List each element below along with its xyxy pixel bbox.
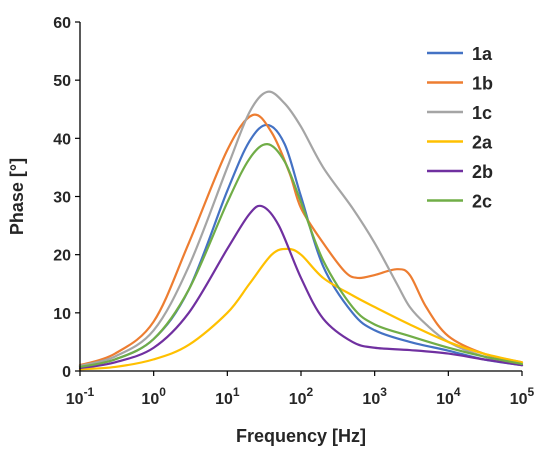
y-axis-title: Phase [°] [7, 158, 27, 235]
x-tick-label: 102 [289, 385, 314, 408]
legend-label-2a: 2a [472, 133, 493, 153]
legend-label-1b: 1b [472, 74, 493, 94]
y-tick-labels: 0 10 20 30 40 50 60 [53, 15, 80, 381]
legend-label-1c: 1c [472, 103, 492, 123]
series-layer [78, 90, 524, 371]
y-tick-label: 0 [62, 364, 71, 381]
series-line-1b [78, 113, 524, 367]
x-tick-label: 101 [215, 385, 240, 408]
legend: 1a 1b 1c 2a 2b 2c [427, 44, 493, 212]
x-tick-label: 103 [362, 385, 387, 408]
legend-label-1a: 1a [472, 44, 493, 64]
x-axis-title: Frequency [Hz] [236, 426, 366, 446]
series-line-1c [78, 90, 524, 367]
x-tick-label: 10-1 [66, 385, 95, 408]
y-tick-label: 10 [53, 306, 71, 323]
y-tick-label: 30 [53, 190, 71, 207]
legend-label-2c: 2c [472, 192, 492, 212]
y-tick-label: 20 [53, 248, 71, 265]
x-tick-label: 104 [436, 385, 461, 408]
x-tick-labels: 10-1 100 101 102 103 104 105 [66, 371, 535, 408]
y-tick-label: 50 [53, 73, 71, 90]
x-tick-label: 100 [141, 385, 166, 408]
series-line-2c [78, 143, 524, 369]
y-tick-label: 40 [53, 131, 71, 148]
x-tick-label: 105 [510, 385, 535, 408]
legend-label-2b: 2b [472, 162, 493, 182]
series-line-2b [78, 204, 524, 370]
series-line-2a [78, 247, 524, 371]
y-tick-label: 60 [53, 15, 71, 32]
